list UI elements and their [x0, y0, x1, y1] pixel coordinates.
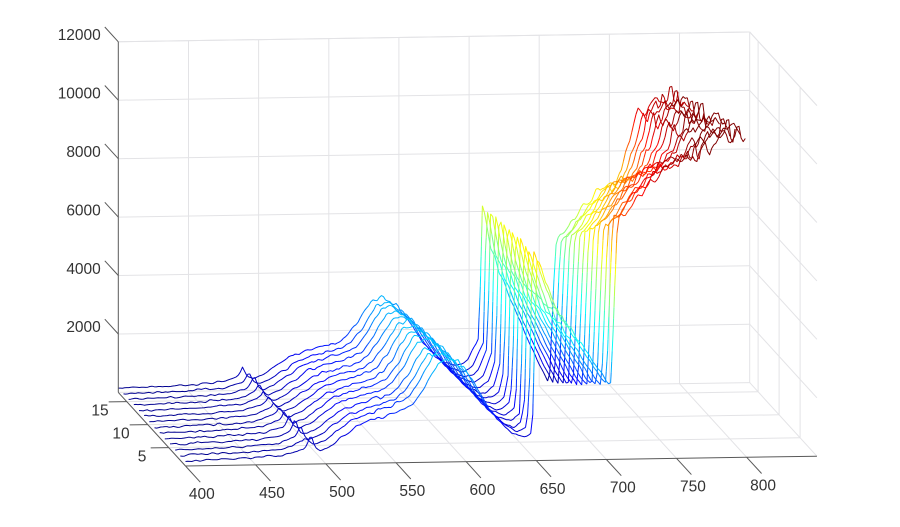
svg-text:800: 800 [750, 478, 776, 495]
svg-text:500: 500 [329, 484, 355, 501]
svg-text:4000: 4000 [66, 261, 101, 278]
svg-text:12000: 12000 [58, 27, 101, 44]
svg-text:2000: 2000 [66, 319, 101, 336]
svg-text:8000: 8000 [66, 144, 101, 161]
svg-text:5: 5 [138, 449, 147, 466]
svg-text:700: 700 [610, 480, 636, 497]
svg-text:650: 650 [540, 481, 566, 498]
svg-text:15: 15 [91, 403, 108, 420]
svg-text:10: 10 [112, 426, 130, 443]
svg-text:600: 600 [469, 482, 495, 499]
svg-text:10000: 10000 [58, 86, 101, 103]
svg-text:6000: 6000 [66, 202, 101, 219]
svg-text:550: 550 [399, 483, 425, 500]
svg-text:450: 450 [259, 485, 285, 502]
svg-text:750: 750 [680, 479, 706, 496]
svg-text:400: 400 [189, 486, 215, 503]
